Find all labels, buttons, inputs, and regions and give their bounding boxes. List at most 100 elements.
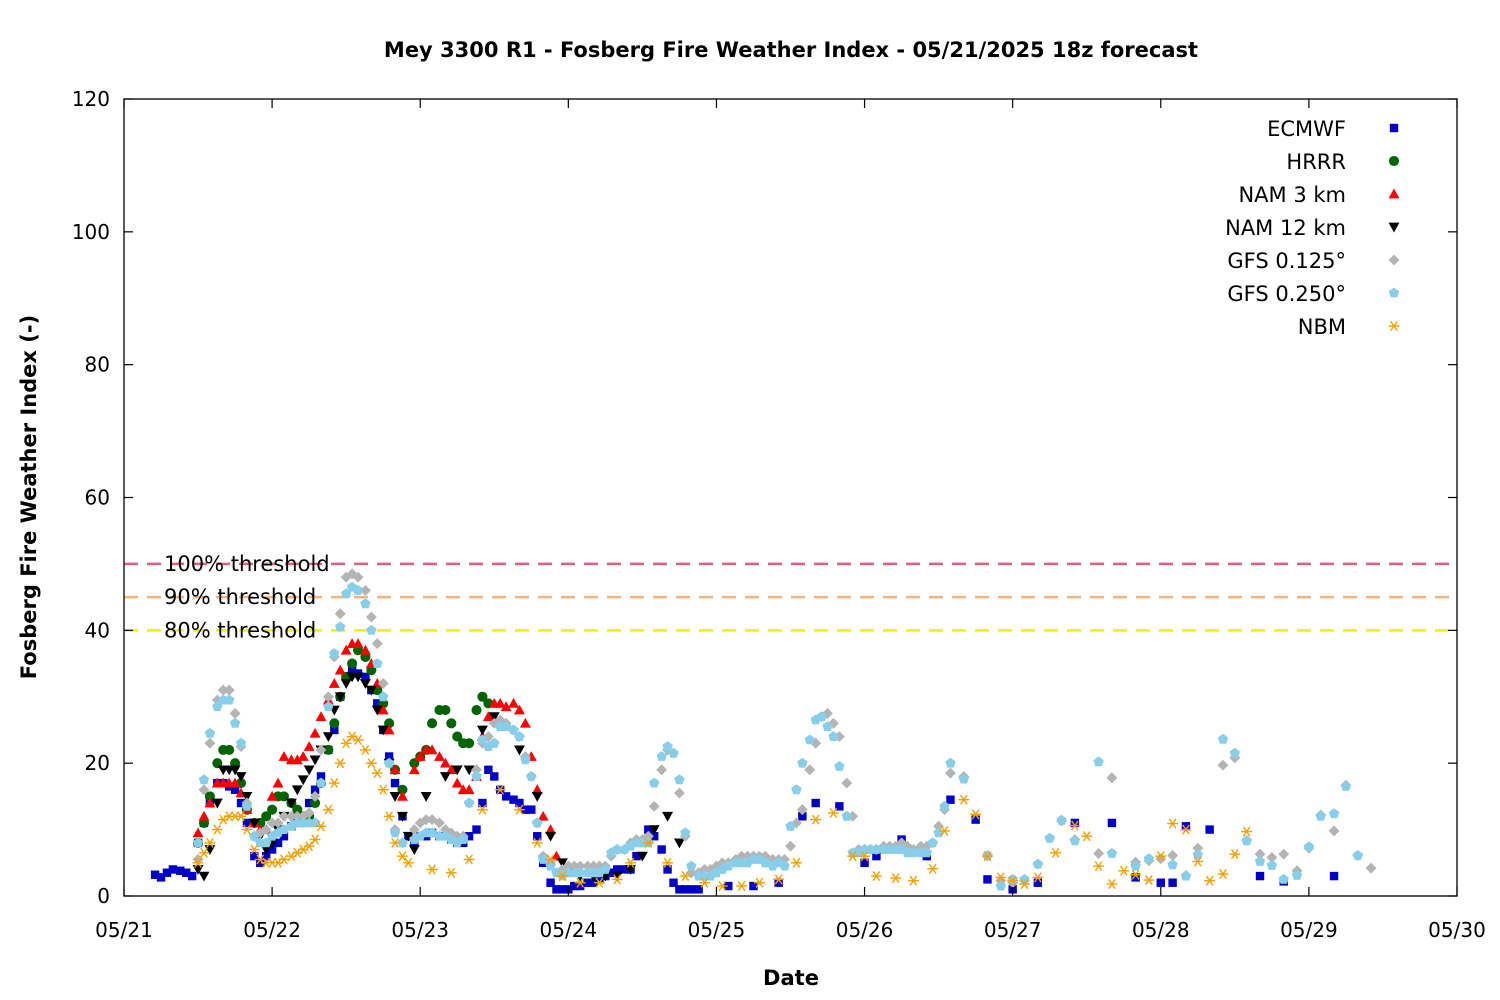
data-point-gfs-0-250 bbox=[1340, 781, 1352, 791]
data-point-nbm bbox=[352, 734, 364, 745]
data-point-nbm bbox=[1081, 831, 1093, 842]
threshold-label-80-threshold: 80% threshold bbox=[164, 618, 316, 642]
data-point-ecmwf bbox=[774, 878, 783, 887]
legend-label-nam-12-km: NAM 12 km bbox=[1225, 216, 1346, 240]
data-point-ecmwf bbox=[230, 785, 240, 794]
data-point-nam-12-km bbox=[402, 831, 414, 842]
data-point-ecmwf bbox=[279, 832, 289, 841]
x-tick-label: 05/30 bbox=[1428, 918, 1486, 942]
data-point-gfs-0-250 bbox=[939, 800, 950, 811]
data-point-nam-12-km bbox=[476, 725, 488, 736]
data-point-nam-3-km bbox=[494, 697, 506, 708]
data-point-gfs-0-125 bbox=[371, 638, 383, 650]
data-point-gfs-0-250 bbox=[1106, 848, 1118, 858]
data-point-nbm bbox=[970, 809, 982, 820]
data-point-gfs-0-250 bbox=[921, 847, 932, 858]
data-point-nbm bbox=[315, 821, 327, 832]
threshold-lines: 100% threshold 90% threshold 80% threshold bbox=[124, 552, 1457, 642]
data-point-nam-3-km bbox=[408, 764, 420, 775]
data-point-nbm bbox=[198, 847, 210, 858]
data-point-gfs-0-250 bbox=[612, 844, 623, 854]
data-point-ecmwf bbox=[575, 881, 585, 891]
data-point-nbm bbox=[513, 804, 525, 815]
data-point-hrrr bbox=[347, 658, 358, 669]
data-point-gfs-0-250 bbox=[378, 691, 389, 702]
data-point-nbm bbox=[1204, 875, 1216, 886]
data-point-gfs-0-125 bbox=[915, 840, 927, 852]
data-point-ecmwf bbox=[464, 832, 474, 841]
data-point-ecmwf bbox=[390, 778, 400, 788]
data-point-gfs-0-125 bbox=[198, 784, 210, 796]
data-point-ecmwf bbox=[521, 805, 530, 814]
data-point-gfs-0-125 bbox=[568, 860, 580, 872]
data-point-nbm bbox=[340, 738, 352, 749]
data-point-gfs-0-250 bbox=[816, 711, 827, 722]
data-point-nbm bbox=[476, 804, 488, 815]
data-point-ecmwf bbox=[484, 765, 493, 775]
data-point-nam-12-km bbox=[211, 798, 223, 809]
data-point-ecmwf bbox=[176, 866, 185, 875]
data-point-ecmwf bbox=[242, 818, 252, 828]
data-point-nam-3-km bbox=[272, 777, 284, 788]
data-point-nbm bbox=[1229, 849, 1241, 860]
data-point-nam-12-km bbox=[322, 732, 334, 743]
data-point-nbm bbox=[309, 834, 321, 845]
data-point-gfs-0-250 bbox=[198, 774, 210, 785]
y-tick-label: 60 bbox=[85, 486, 110, 510]
data-point-ecmwf bbox=[570, 881, 579, 891]
data-point-gfs-0-125 bbox=[1365, 862, 1377, 874]
data-point-nbm bbox=[699, 877, 711, 888]
data-point-gfs-0-250 bbox=[600, 864, 611, 874]
data-point-ecmwf bbox=[373, 699, 382, 708]
data-point-ecmwf bbox=[724, 881, 733, 891]
data-point-nam-3-km bbox=[463, 784, 475, 795]
legend-marker-nam-3-km bbox=[1388, 188, 1400, 199]
data-point-hrrr bbox=[310, 797, 321, 809]
data-point-ecmwf bbox=[490, 772, 499, 781]
y-tick-label: 80 bbox=[85, 353, 110, 377]
data-point-nbm bbox=[625, 857, 636, 868]
data-point-nam-3-km bbox=[537, 810, 549, 821]
data-point-ecmwf bbox=[632, 851, 641, 861]
data-point-nam-3-km bbox=[198, 810, 210, 821]
data-point-gfs-0-125 bbox=[471, 764, 482, 776]
data-point-nbm bbox=[870, 871, 882, 882]
data-point-hrrr bbox=[464, 738, 475, 749]
data-point-gfs-0-125 bbox=[562, 860, 574, 872]
data-point-gfs-0-125 bbox=[648, 800, 660, 812]
data-point-nam-3-km bbox=[513, 704, 525, 715]
data-point-gfs-0-250 bbox=[489, 737, 500, 748]
data-point-nbm bbox=[593, 877, 605, 888]
data-point-gfs-0-250 bbox=[1266, 860, 1278, 870]
data-point-nam-3-km bbox=[377, 704, 389, 715]
data-point-ecmwf bbox=[250, 851, 259, 861]
data-point-ecmwf bbox=[236, 798, 246, 808]
y-tick-label: 120 bbox=[72, 87, 110, 111]
data-point-ecmwf bbox=[835, 802, 844, 811]
y-tick-label: 0 bbox=[97, 884, 110, 908]
data-point-ecmwf bbox=[681, 885, 690, 894]
data-point-gfs-0-125 bbox=[359, 585, 371, 596]
data-point-gfs-0-125 bbox=[211, 694, 223, 706]
data-point-ecmwf bbox=[156, 873, 166, 882]
data-point-ecmwf bbox=[273, 838, 283, 848]
data-point-gfs-0-125 bbox=[260, 824, 272, 836]
data-point-gfs-0-250 bbox=[1315, 810, 1326, 821]
data-point-gfs-0-250 bbox=[360, 598, 371, 609]
data-point-nbm bbox=[1007, 875, 1019, 886]
data-point-hrrr bbox=[446, 718, 457, 729]
data-point-ecmwf bbox=[749, 881, 758, 891]
data-point-hrrr bbox=[267, 804, 278, 815]
data-point-ecmwf bbox=[310, 785, 320, 794]
data-point-gfs-0-250 bbox=[1291, 870, 1303, 880]
data-point-gfs-0-250 bbox=[352, 585, 364, 595]
legend-marker-hrrr bbox=[1388, 155, 1400, 167]
data-point-gfs-0-125 bbox=[736, 850, 748, 862]
data-point-ecmwf bbox=[657, 845, 666, 854]
data-point-gfs-0-125 bbox=[804, 764, 816, 776]
data-point-nbm bbox=[907, 875, 919, 886]
data-point-gfs-0-125 bbox=[334, 608, 346, 620]
x-tick-label: 05/22 bbox=[243, 918, 301, 942]
data-point-gfs-0-250 bbox=[680, 827, 691, 838]
data-point-ecmwf bbox=[527, 805, 536, 814]
